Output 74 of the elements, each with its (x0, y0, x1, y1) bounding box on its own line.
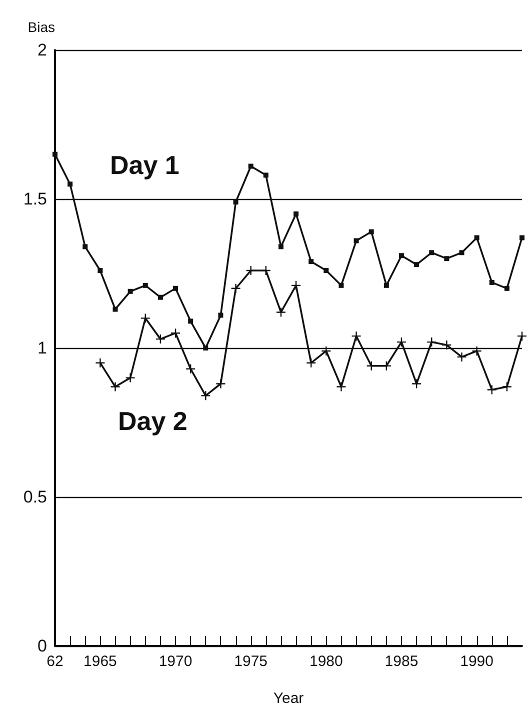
point (368, 229, 374, 234)
point (128, 288, 133, 294)
point (504, 286, 510, 291)
y-tick-label: 0.5 (23, 488, 47, 506)
point (351, 330, 362, 342)
point (142, 282, 148, 288)
point (170, 328, 181, 338)
point (95, 358, 106, 368)
point (426, 336, 437, 348)
point (336, 382, 346, 392)
point (456, 352, 467, 362)
x-tick-label: 1990 (460, 653, 494, 670)
point (263, 172, 268, 178)
point (486, 384, 497, 395)
point (308, 259, 314, 264)
point (411, 378, 422, 389)
point (52, 152, 58, 157)
point (230, 283, 241, 294)
point (338, 282, 344, 288)
point (398, 253, 404, 258)
point (444, 256, 450, 262)
point (200, 390, 211, 401)
y-tick-label: 1 (38, 338, 47, 358)
point (396, 336, 407, 348)
point (82, 244, 88, 250)
point (459, 250, 464, 256)
point (472, 346, 482, 356)
point (321, 346, 332, 356)
point (218, 312, 224, 318)
series-label: Day 2 (118, 406, 188, 436)
point (188, 318, 194, 324)
point (155, 334, 166, 344)
x-tick-label: 62 (46, 653, 64, 670)
point (140, 313, 150, 324)
point (260, 265, 272, 276)
point (324, 268, 329, 274)
point (294, 211, 299, 216)
point (429, 250, 434, 256)
point (520, 235, 524, 240)
y-tick-label: 2 (38, 40, 47, 60)
y-tick-label: 0 (38, 636, 47, 656)
point (112, 306, 118, 312)
point (68, 182, 73, 187)
series-label: Day 1 (110, 150, 180, 180)
point (516, 330, 528, 342)
point (489, 280, 494, 285)
x-tick-label: 1980 (309, 653, 343, 670)
point (502, 382, 512, 392)
y-tick-label: 1.5 (23, 190, 47, 208)
point (442, 340, 452, 350)
x-tick-label: 1985 (384, 653, 418, 670)
point (203, 346, 208, 350)
point (216, 378, 226, 389)
point (414, 262, 420, 268)
point (248, 164, 254, 169)
y-axis-title: Bias (28, 19, 55, 35)
point (173, 286, 178, 291)
point (278, 244, 284, 250)
point (158, 294, 163, 300)
point (290, 280, 302, 291)
point (384, 282, 389, 288)
point (110, 382, 120, 392)
point (185, 364, 196, 374)
point (306, 358, 316, 368)
point (474, 235, 480, 240)
point (98, 268, 103, 274)
x-tick-label: 1965 (84, 653, 117, 670)
x-tick-label: 1970 (158, 653, 192, 670)
x-axis-title: Year (273, 690, 304, 707)
x-tick-label: 1975 (234, 653, 268, 670)
point (276, 307, 286, 318)
point (354, 238, 359, 244)
point (246, 265, 256, 276)
point (125, 372, 136, 383)
